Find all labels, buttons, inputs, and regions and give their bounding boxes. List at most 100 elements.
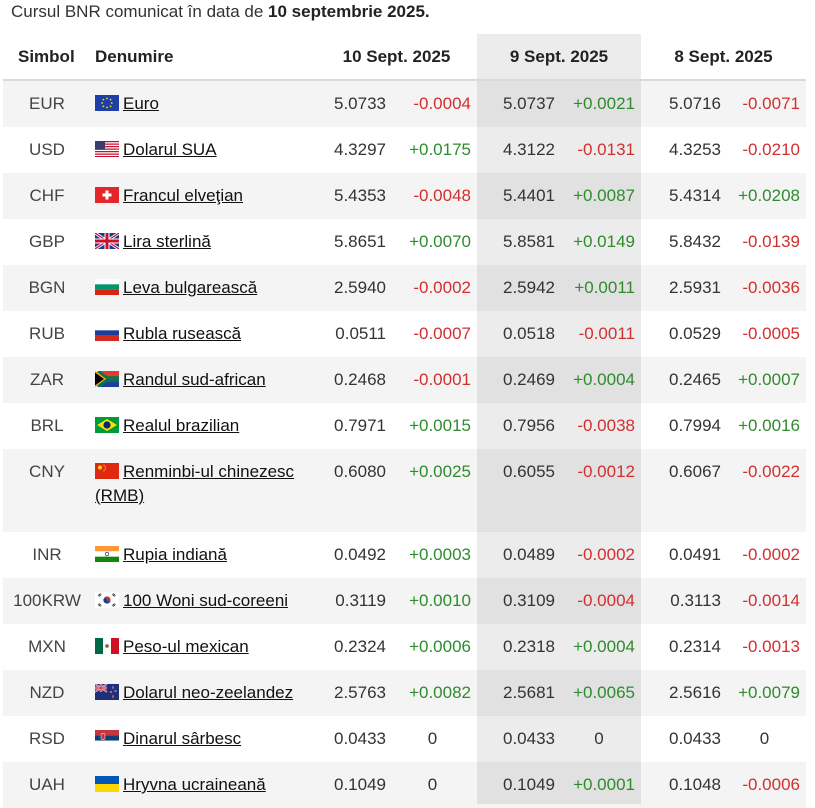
currency-symbol: BGN bbox=[3, 265, 91, 311]
currency-name-cell: Dolarul neo-zeelandez bbox=[91, 670, 316, 716]
change-10-sept: +0.0082 bbox=[409, 683, 471, 702]
change-9-sept: +0.0001 bbox=[573, 775, 635, 794]
rate-10-sept: 0.0511 bbox=[335, 324, 386, 343]
change-10-sept: +0.0025 bbox=[409, 462, 471, 481]
rate-9-sept: 0.2469 bbox=[477, 357, 563, 403]
table-header-row: Simbol Denumire 10 Sept. 2025 9 Sept. 20… bbox=[3, 34, 806, 81]
currency-symbol: GBP bbox=[29, 232, 65, 251]
change-8-sept: +0.0007 bbox=[738, 370, 800, 389]
currency-symbol: ZAR bbox=[3, 357, 91, 403]
change-8-sept: -0.0139 bbox=[742, 232, 800, 251]
rate-8-sept: 4.3253 bbox=[669, 140, 721, 159]
header-name[interactable]: Denumire bbox=[91, 34, 316, 81]
change-9-sept: +0.0004 bbox=[573, 370, 635, 389]
rate-10-sept: 0.0433 bbox=[334, 729, 386, 748]
change-8-sept: -0.0005 bbox=[742, 324, 800, 343]
currency-link[interactable]: Randul sud-african bbox=[123, 370, 266, 389]
table-row: 100KRW 100 Woni sud-coreeni 0.3119 +0.0010 0… bbox=[3, 578, 806, 624]
cn-flag-icon bbox=[95, 463, 119, 479]
change-10-sept: +0.0015 bbox=[409, 416, 471, 435]
change-9-sept: +0.0149 bbox=[573, 232, 635, 251]
rate-10-sept: 0.3119 bbox=[316, 578, 394, 624]
table-row: GBP Lira sterlină 5.8651 +0.0070 5.8581 +0.01… bbox=[3, 219, 806, 265]
currency-symbol: UAH bbox=[3, 762, 91, 808]
change-8-sept: -0.0036 bbox=[742, 278, 800, 297]
table-row: BRL Realul brazilian 0.7971 +0.0015 0.7956 -0… bbox=[3, 403, 806, 449]
currency-link[interactable]: Hryvna ucraineană bbox=[123, 775, 266, 794]
header-date-1[interactable]: 10 Sept. 2025 bbox=[316, 34, 477, 81]
currency-symbol: EUR bbox=[3, 80, 91, 127]
currency-name-cell: 100 Woni sud-coreeni bbox=[91, 578, 316, 624]
nz-flag-icon bbox=[95, 684, 119, 700]
mx-flag-icon bbox=[95, 638, 119, 654]
table-row: MXN Peso-ul mexican 0.2324 +0.0006 0.2318 +0.… bbox=[3, 624, 806, 670]
currency-link[interactable]: Renminbi-ul chinezesc (RMB) bbox=[95, 462, 295, 505]
currency-symbol: RUB bbox=[29, 324, 65, 343]
currency-link[interactable]: 100 Woni sud-coreeni bbox=[123, 591, 289, 610]
change-8-sept: +0.0016 bbox=[738, 416, 800, 435]
rate-8-sept: 0.0433 bbox=[669, 729, 721, 748]
change-9-sept: +0.0021 bbox=[573, 94, 635, 113]
currency-link[interactable]: Euro bbox=[123, 94, 159, 113]
rate-10-sept: 0.1049 bbox=[316, 762, 394, 808]
currency-name-cell: Rubla rusească bbox=[91, 311, 316, 357]
table-row: CHF Francul elveţian 5.4353 -0.0048 5.4401 +0… bbox=[3, 173, 806, 219]
currency-link[interactable]: Dolarul neo-zeelandez bbox=[123, 683, 294, 702]
change-8-sept: -0.0022 bbox=[742, 462, 800, 481]
change-8-sept: -0.0013 bbox=[742, 637, 800, 656]
change-8-sept: +0.0208 bbox=[738, 186, 800, 205]
currency-link[interactable]: Dinarul sârbesc bbox=[123, 729, 242, 748]
rate-8-sept: 0.7994 bbox=[669, 416, 721, 435]
currency-link[interactable]: Leva bulgarească bbox=[123, 278, 258, 297]
table-row: RUB Rubla rusească 0.0511 -0.0007 0.0518 -0.0… bbox=[3, 311, 806, 357]
change-10-sept: 0 bbox=[427, 729, 438, 748]
change-10-sept: -0.0001 bbox=[413, 370, 471, 389]
change-8-sept: -0.0071 bbox=[742, 94, 800, 113]
us-flag-icon bbox=[95, 141, 119, 157]
table-row: UAH Hryvna ucraineană 0.1049 0 0.1049 +0.0001… bbox=[3, 762, 806, 808]
rate-8-sept: 0.1048 bbox=[641, 762, 729, 808]
rate-9-sept: 0.6055 bbox=[477, 449, 563, 532]
currency-name-cell: Francul elveţian bbox=[91, 173, 316, 219]
rate-8-sept: 0.0491 bbox=[669, 545, 721, 564]
currency-link[interactable]: Rubla rusească bbox=[123, 324, 242, 343]
change-10-sept: +0.0070 bbox=[409, 232, 471, 251]
rate-8-sept: 5.8432 bbox=[669, 232, 721, 251]
currency-symbol: 100KRW bbox=[3, 578, 91, 624]
currency-symbol: NZD bbox=[3, 670, 91, 716]
rate-8-sept: 0.6067 bbox=[641, 449, 729, 532]
currency-name-cell: Randul sud-african bbox=[91, 357, 316, 403]
gb-flag-icon bbox=[95, 233, 119, 249]
za-flag-icon bbox=[95, 371, 119, 387]
change-10-sept: +0.0003 bbox=[409, 545, 471, 564]
currency-link[interactable]: Rupia indiană bbox=[123, 545, 227, 564]
change-10-sept: -0.0007 bbox=[413, 324, 471, 343]
rate-9-sept: 0.0518 bbox=[503, 324, 555, 343]
change-9-sept: -0.0012 bbox=[577, 462, 635, 481]
ru-flag-icon bbox=[95, 325, 119, 341]
currency-name-cell: Hryvna ucraineană bbox=[91, 762, 316, 808]
currency-link[interactable]: Lira sterlină bbox=[123, 232, 211, 251]
change-10-sept: 0 bbox=[427, 775, 438, 794]
change-9-sept: +0.0004 bbox=[573, 637, 635, 656]
rate-10-sept: 0.0492 bbox=[334, 545, 386, 564]
rate-9-sept: 0.7956 bbox=[503, 416, 555, 435]
change-9-sept: 0 bbox=[594, 729, 604, 748]
currency-symbol: USD bbox=[29, 140, 65, 159]
change-10-sept: -0.0004 bbox=[413, 94, 471, 113]
currency-name-cell: Leva bulgarească bbox=[91, 265, 316, 311]
change-10-sept: +0.0175 bbox=[409, 140, 471, 159]
header-symbol[interactable]: Simbol bbox=[3, 34, 91, 81]
currency-symbol: MXN bbox=[28, 637, 66, 656]
change-9-sept: -0.0038 bbox=[577, 416, 635, 435]
header-date-3[interactable]: 8 Sept. 2025 bbox=[641, 34, 806, 81]
currency-link[interactable]: Peso-ul mexican bbox=[123, 637, 249, 656]
currency-name-cell: Realul brazilian bbox=[91, 403, 316, 449]
currency-link[interactable]: Realul brazilian bbox=[123, 416, 240, 435]
rate-10-sept: 0.2468 bbox=[316, 357, 394, 403]
header-date-2[interactable]: 9 Sept. 2025 bbox=[477, 34, 641, 81]
caption-date: 10 septembrie 2025. bbox=[268, 2, 430, 21]
currency-link[interactable]: Dolarul SUA bbox=[123, 140, 217, 159]
currency-link[interactable]: Francul elveţian bbox=[123, 186, 244, 205]
change-9-sept: -0.0011 bbox=[578, 324, 635, 343]
